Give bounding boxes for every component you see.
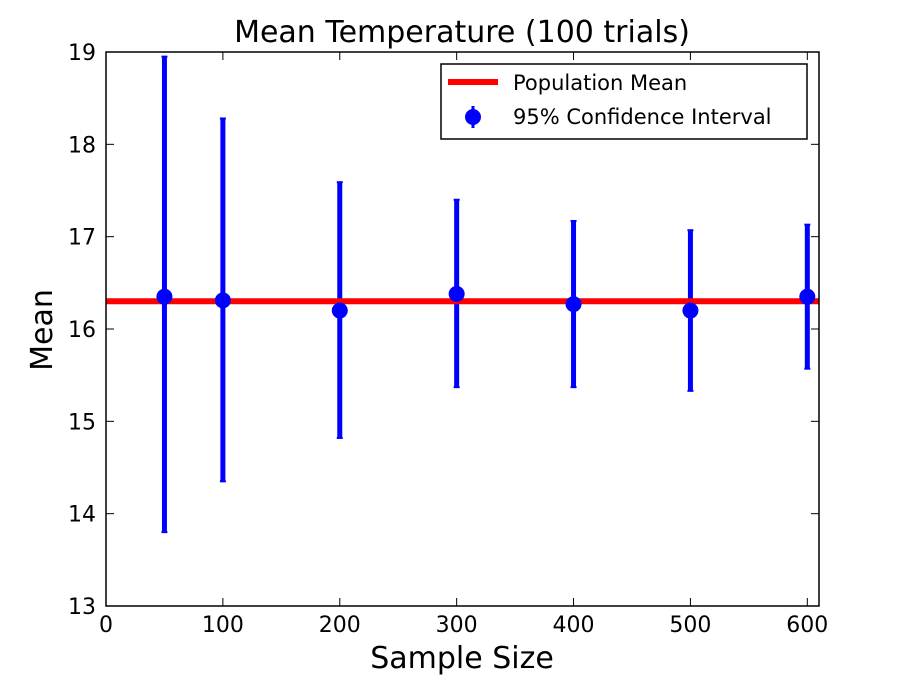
chart-title: Mean Temperature (100 trials) <box>234 15 690 50</box>
x-axis-label: Sample Size <box>370 641 554 676</box>
y-tick-label: 17 <box>68 226 96 251</box>
sample-mean-point <box>448 285 465 302</box>
y-tick-label: 18 <box>68 133 96 158</box>
sample-mean-point <box>565 296 582 313</box>
sample-mean-point <box>799 288 816 305</box>
y-tick-label: 14 <box>68 503 96 528</box>
x-tick-label: 200 <box>319 613 361 638</box>
legend-population-mean-label: Population Mean <box>513 71 687 95</box>
plot-series <box>106 55 819 534</box>
x-tick-label: 500 <box>669 613 711 638</box>
x-tick-label: 0 <box>99 613 113 638</box>
sample-mean-point <box>214 292 231 309</box>
x-tick-label: 400 <box>553 613 595 638</box>
y-tick-label: 16 <box>68 318 96 343</box>
y-tick-label: 15 <box>68 410 96 435</box>
legend-ci-label: 95% Confidence Interval <box>513 105 772 129</box>
sample-mean-point <box>156 288 173 305</box>
legend: Population Mean 95% Confidence Interval <box>440 63 808 140</box>
sample-mean-point <box>331 302 348 319</box>
y-tick-label: 19 <box>68 41 96 66</box>
y-axis-label: Mean <box>25 289 60 371</box>
legend-box <box>440 63 808 140</box>
y-tick-label: 13 <box>68 595 96 620</box>
x-tick-label: 600 <box>786 613 828 638</box>
legend-ci-point-marker <box>465 109 481 125</box>
axis-ticks: 0 100 200 300 400 500 600 13 14 15 16 17 18 19 <box>68 41 828 638</box>
plot-frame <box>105 51 820 607</box>
x-tick-label: 300 <box>436 613 478 638</box>
sample-mean-point <box>682 302 699 319</box>
x-tick-label: 100 <box>202 613 244 638</box>
